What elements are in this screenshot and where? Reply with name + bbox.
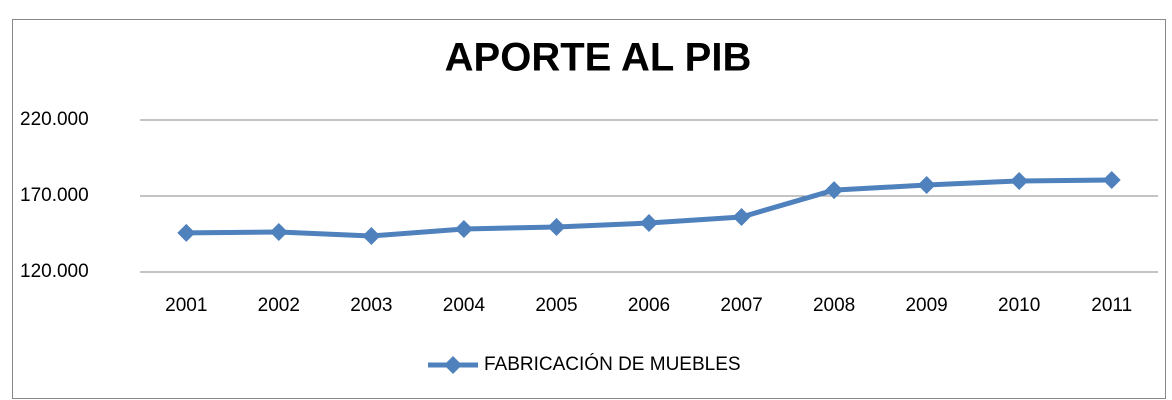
marker bbox=[640, 214, 658, 233]
x-tick-label: 2011 bbox=[1091, 295, 1132, 316]
x-tick-label: 2006 bbox=[628, 295, 670, 316]
chart-border bbox=[12, 19, 1166, 399]
legend-label: FABRICACIÓN DE MUEBLES bbox=[484, 353, 741, 375]
chart-title: APORTE AL PIB bbox=[445, 36, 752, 80]
x-tick-label: 2003 bbox=[350, 295, 392, 316]
marker bbox=[177, 223, 196, 242]
x-tick-label: 2008 bbox=[813, 295, 855, 316]
x-tick-label: 2002 bbox=[258, 295, 300, 316]
marker bbox=[917, 176, 936, 195]
marker bbox=[454, 219, 473, 238]
x-tick-label: 2009 bbox=[905, 295, 947, 316]
legend-marker bbox=[444, 356, 462, 374]
marker bbox=[269, 223, 288, 242]
marker bbox=[1010, 171, 1029, 190]
y-tick-label: 220.000 bbox=[20, 109, 89, 130]
marker bbox=[732, 207, 751, 226]
x-tick-label: 2005 bbox=[535, 295, 577, 316]
marker bbox=[1102, 171, 1121, 190]
marker bbox=[547, 218, 566, 237]
x-tick-label: 2007 bbox=[720, 295, 762, 316]
y-tick-label: 170.000 bbox=[20, 185, 89, 206]
marker bbox=[362, 226, 381, 245]
x-tick-label: 2001 bbox=[165, 295, 207, 316]
y-tick-label: 120.000 bbox=[20, 261, 89, 282]
marker bbox=[825, 181, 844, 200]
x-tick-label: 2004 bbox=[443, 295, 486, 316]
x-tick-label: 2010 bbox=[998, 295, 1040, 316]
